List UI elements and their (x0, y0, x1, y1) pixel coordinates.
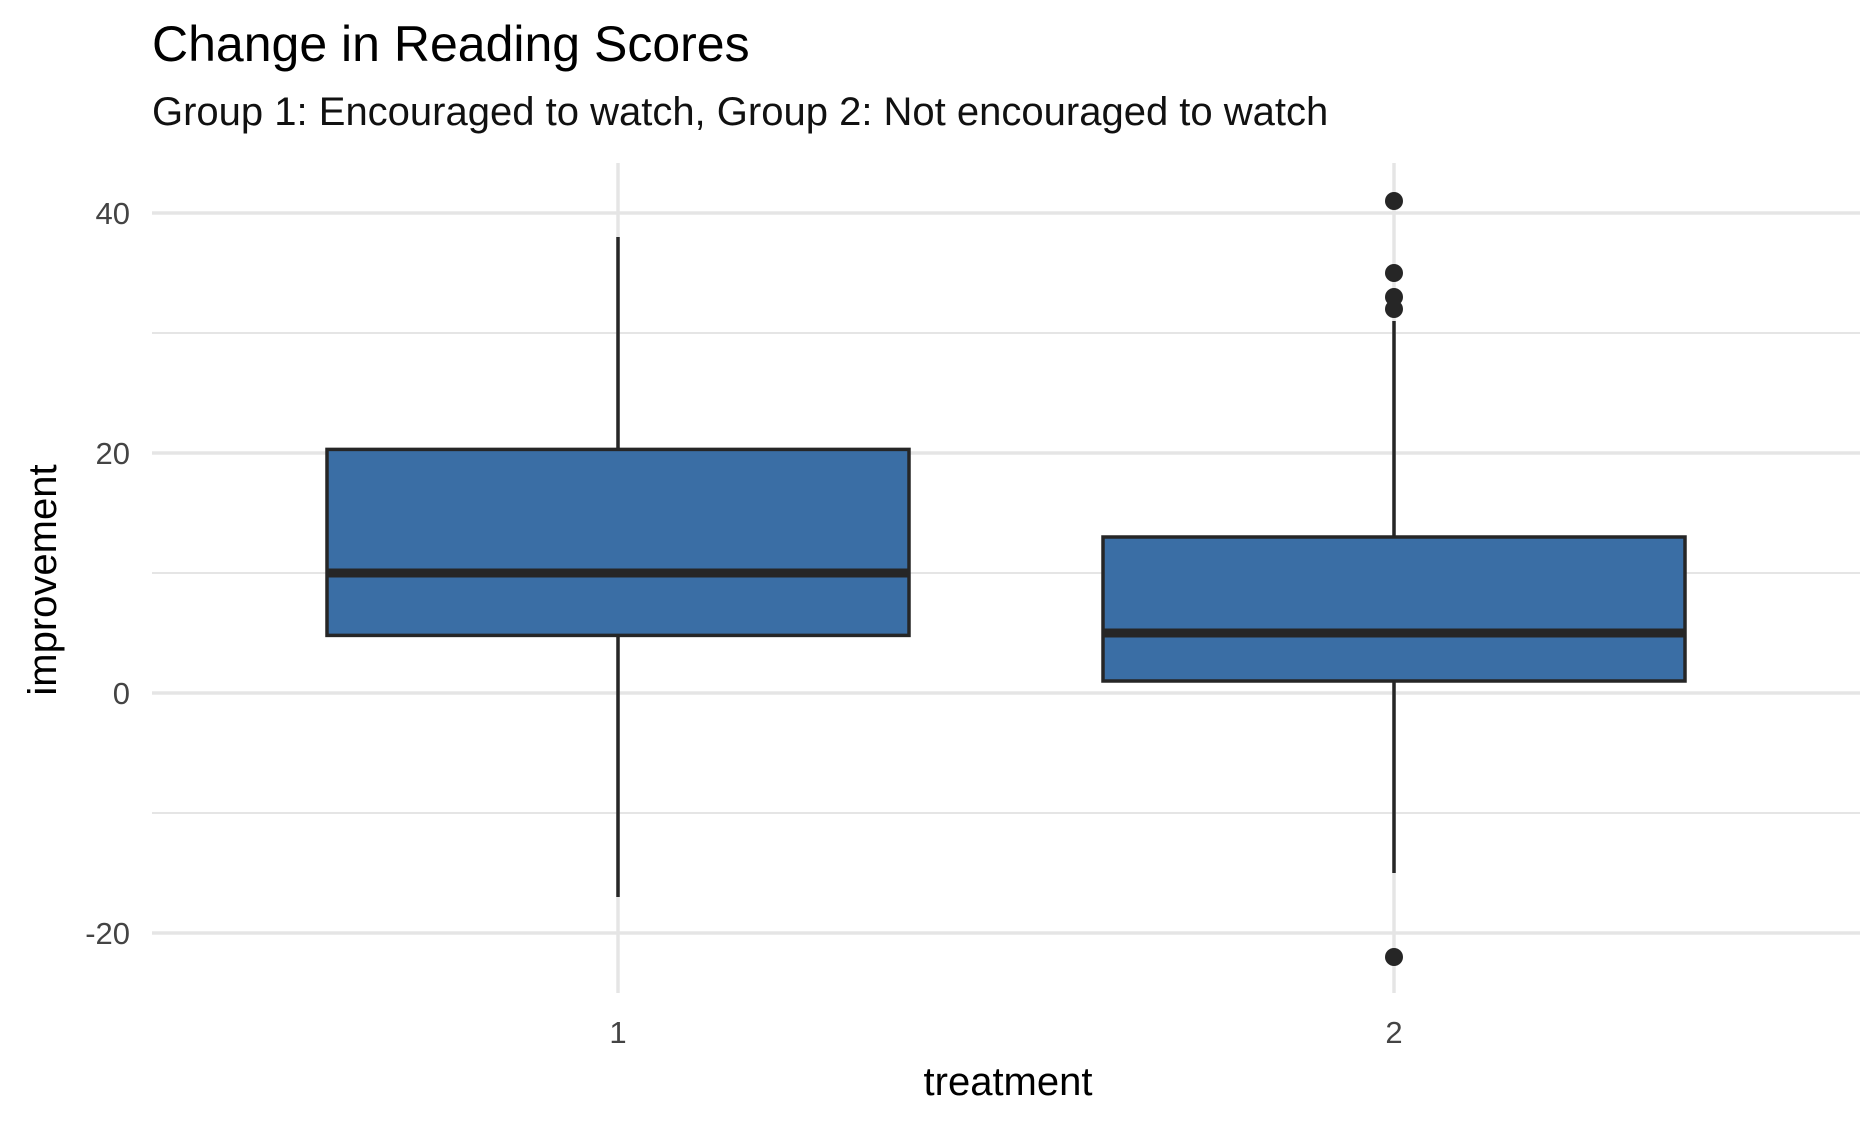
y-tick-label: -20 (85, 916, 130, 951)
outlier-point (1385, 192, 1403, 210)
y-tick-label: 20 (96, 436, 130, 471)
tick-labels: -20 0 20 40 1 2 (85, 196, 1402, 1050)
chart-title: Change in Reading Scores (152, 16, 750, 72)
y-tick-label: 0 (113, 676, 130, 711)
y-tick-label: 40 (96, 196, 130, 231)
x-axis-title: treatment (924, 1060, 1093, 1104)
outlier-point (1385, 300, 1403, 318)
y-axis-title: improvement (21, 464, 65, 695)
box-group-1 (325, 237, 911, 897)
chart-subtitle: Group 1: Encouraged to watch, Group 2: N… (152, 90, 1329, 134)
iqr-box (1101, 535, 1687, 683)
x-tick-label: 2 (1385, 1015, 1402, 1050)
outlier-point (1385, 264, 1403, 282)
iqr-box (325, 447, 911, 638)
x-tick-label: 1 (609, 1015, 626, 1050)
box-group-2 (1101, 192, 1687, 966)
outlier-point (1385, 948, 1403, 966)
boxes (325, 192, 1687, 966)
